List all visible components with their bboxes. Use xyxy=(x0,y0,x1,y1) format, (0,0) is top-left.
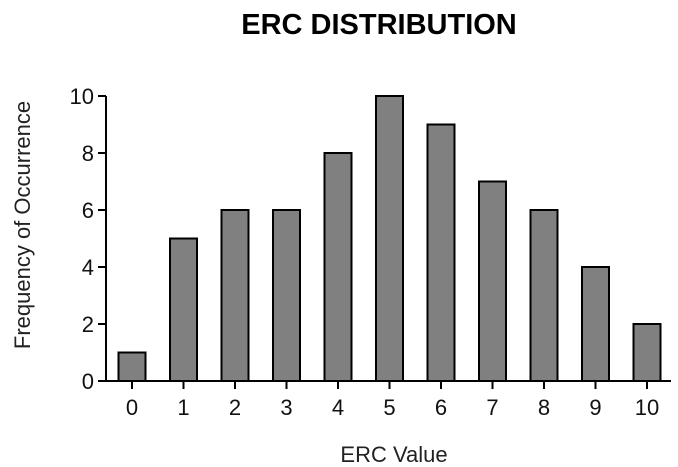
bar-8 xyxy=(529,209,559,382)
bar-0 xyxy=(117,351,147,382)
bar-6 xyxy=(426,123,456,382)
x-tick-label-1: 1 xyxy=(177,395,189,420)
y-tick-label-4: 4 xyxy=(82,255,94,280)
y-tick-label-10: 10 xyxy=(70,84,94,109)
x-tick-label-10: 10 xyxy=(635,395,659,420)
y-axis-label: Frequency of Occurrence xyxy=(10,101,35,349)
x-tick-label-0: 0 xyxy=(126,395,138,420)
x-tick-label-3: 3 xyxy=(280,395,292,420)
x-ticks-group: 0 1 2 3 4 5 6 7 8 9 10 xyxy=(126,381,659,420)
x-tick-label-5: 5 xyxy=(383,395,395,420)
y-tick-label-6: 6 xyxy=(82,198,94,223)
x-tick-label-2: 2 xyxy=(229,395,241,420)
y-tick-label-0: 0 xyxy=(82,369,94,394)
x-tick-label-9: 9 xyxy=(589,395,601,420)
bar-1 xyxy=(169,237,198,382)
bar-4 xyxy=(323,152,353,382)
bar-2 xyxy=(220,209,250,382)
bar-7 xyxy=(478,180,507,382)
y-tick-label-8: 8 xyxy=(82,141,94,166)
y-tick-label-2: 2 xyxy=(82,312,94,337)
y-ticks-group: 0 2 4 6 8 10 xyxy=(70,84,106,394)
bars-group xyxy=(117,95,662,382)
chart-title: ERC DISTRIBUTION xyxy=(241,9,517,41)
bar-10 xyxy=(632,323,662,382)
bar-3 xyxy=(272,209,301,382)
x-axis-label: ERC Value xyxy=(340,442,447,467)
bar-9 xyxy=(581,266,610,382)
x-tick-label-6: 6 xyxy=(435,395,447,420)
bar-5 xyxy=(375,95,404,382)
x-tick-label-8: 8 xyxy=(538,395,550,420)
x-tick-label-4: 4 xyxy=(332,395,344,420)
x-tick-label-7: 7 xyxy=(486,395,498,420)
